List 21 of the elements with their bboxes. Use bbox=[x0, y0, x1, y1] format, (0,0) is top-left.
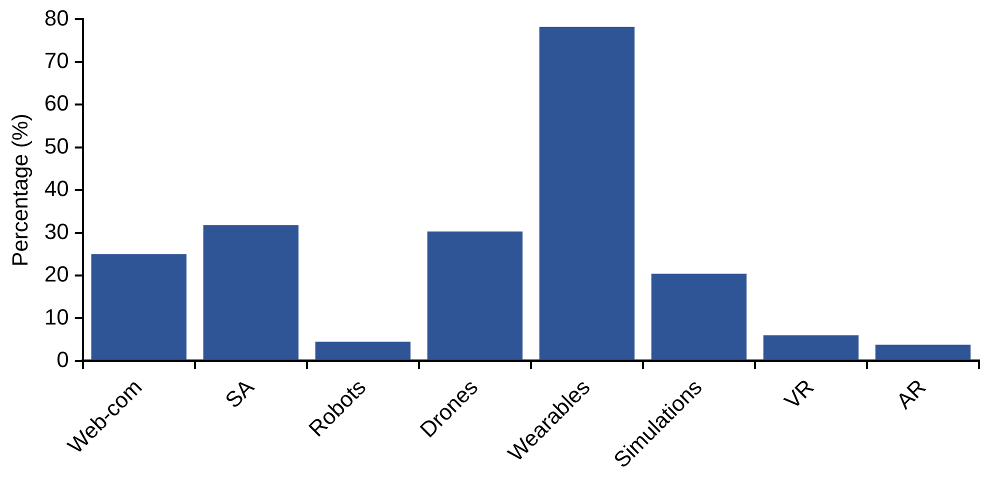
y-tick-label: 70 bbox=[44, 48, 69, 73]
bar bbox=[315, 342, 411, 360]
bar bbox=[875, 344, 971, 360]
y-tick-label: 0 bbox=[56, 346, 69, 372]
bar bbox=[539, 26, 635, 360]
y-axis-title: Percentage (%) bbox=[7, 114, 32, 266]
y-tick-label: 10 bbox=[44, 304, 69, 330]
y-tick-label: 40 bbox=[44, 176, 69, 202]
bar bbox=[91, 254, 186, 360]
y-tick-label: 60 bbox=[44, 90, 69, 116]
bar bbox=[651, 274, 747, 360]
y-tick-label: 80 bbox=[44, 5, 69, 30]
y-tick-label: 30 bbox=[44, 218, 69, 244]
x-tick-label: AR bbox=[892, 374, 931, 414]
y-tick-label: 20 bbox=[44, 262, 69, 287]
bar bbox=[427, 231, 523, 360]
bar bbox=[203, 225, 298, 360]
y-tick-label: 50 bbox=[44, 133, 69, 158]
x-tick-label: VR bbox=[780, 374, 819, 414]
bar bbox=[763, 335, 859, 360]
x-tick-label: SA bbox=[220, 374, 259, 413]
